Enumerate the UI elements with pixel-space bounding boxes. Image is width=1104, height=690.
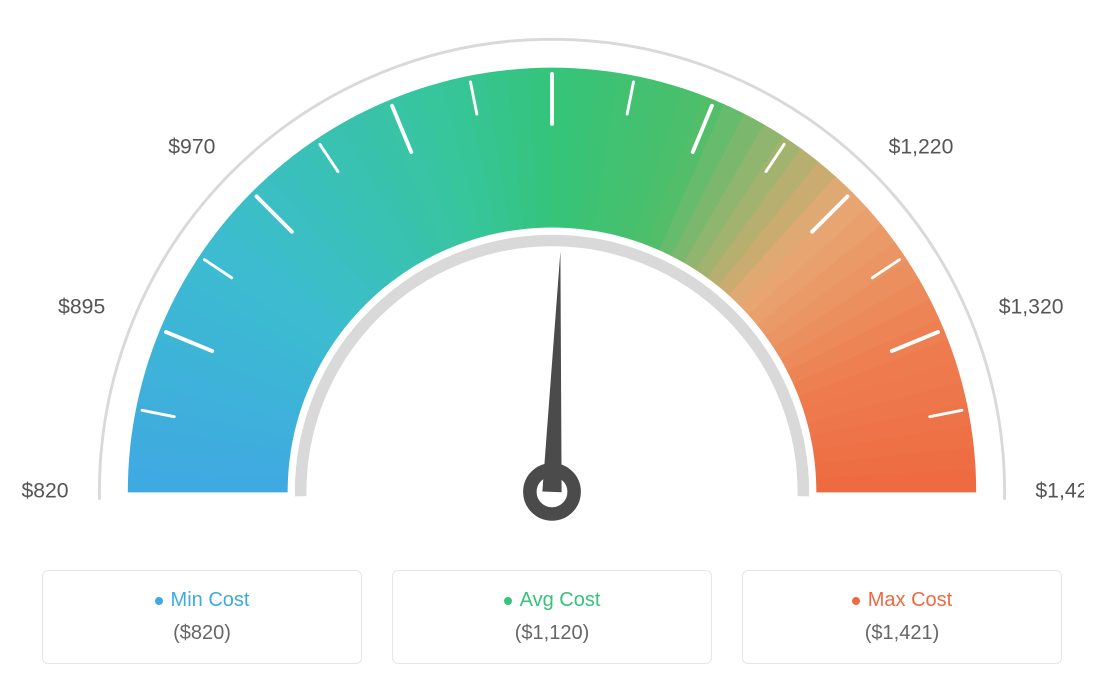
scale-label: $970 [168,135,215,158]
cost-gauge-chart: $820$895$970$1,120$1,220$1,320$1,421 Min… [20,20,1084,664]
scale-label: $1,220 [889,135,954,158]
legend-row: Min Cost ($820) Avg Cost ($1,120) Max Co… [20,570,1084,664]
scale-label: $1,320 [999,295,1064,318]
scale-label: $895 [58,295,105,318]
legend-card-min: Min Cost ($820) [42,570,362,664]
gauge-svg: $820$895$970$1,120$1,220$1,320$1,421 [20,20,1084,540]
legend-avg-label: Avg Cost [504,589,601,612]
legend-card-avg: Avg Cost ($1,120) [392,570,712,664]
gauge-hub [530,470,574,514]
legend-avg-value: ($1,120) [403,622,701,645]
legend-max-label: Max Cost [852,589,952,612]
legend-min-label: Min Cost [155,589,250,612]
legend-max-value: ($1,421) [753,622,1051,645]
legend-min-value: ($820) [53,622,351,645]
gauge-needle [542,251,561,492]
legend-card-max: Max Cost ($1,421) [742,570,1062,664]
scale-label: $1,421 [1035,480,1084,503]
scale-label: $820 [21,480,68,503]
